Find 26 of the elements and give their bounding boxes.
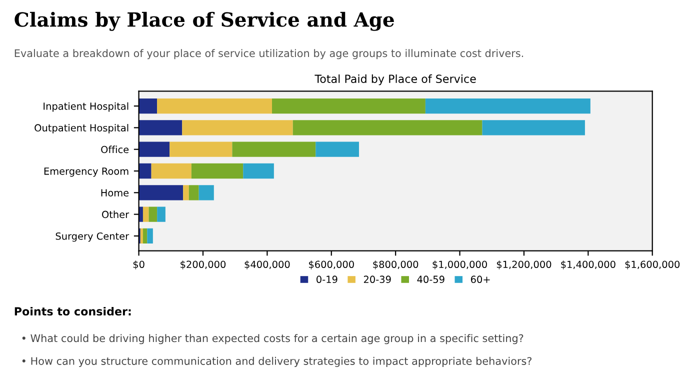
x-tick-label: $1,000,000 xyxy=(432,260,487,270)
y-tick-label: Inpatient Hospital xyxy=(44,102,128,112)
legend-label: 40-59 xyxy=(417,276,444,284)
legend-label: 0-19 xyxy=(316,276,338,284)
legend-label: 60+ xyxy=(470,276,490,284)
x-tick-label: $1,600,000 xyxy=(625,260,680,270)
x-tick-label: $200,000 xyxy=(180,260,226,270)
y-tick-label: Other xyxy=(102,210,130,218)
x-tick-label: $600,000 xyxy=(308,260,354,270)
x-tick-label: $0 xyxy=(133,260,144,270)
x-tick-label: $1,200,000 xyxy=(496,260,552,270)
x-tick-label: $400,000 xyxy=(244,260,290,270)
x-tick-label: $800,000 xyxy=(373,260,418,270)
x-tick-label: $1,400,000 xyxy=(561,260,616,270)
y-tick-label: Outpatient Hospital xyxy=(34,124,128,134)
text: Evaluate a breakdown of your place of service utilization by age groups to illuminate cost drivers. xyxy=(14,49,524,60)
legend-label: 20-39 xyxy=(364,276,391,284)
chart-title: Total Paid by Place of Service xyxy=(314,74,476,86)
text: • What could be driving higher than expected costs for a certain age group in a specific setting? xyxy=(22,334,524,344)
y-tick-label: Home xyxy=(101,189,129,196)
text: Claims by Place of Service and Age xyxy=(14,12,394,31)
text: Points to consider: xyxy=(14,306,131,316)
y-tick-label: Office xyxy=(101,146,129,154)
y-tick-label: Emergency Room xyxy=(44,168,128,177)
y-tick-label: Surgery Center xyxy=(56,232,130,242)
text: • How can you structure communication and delivery strategies to impact appropriate behaviors? xyxy=(22,356,532,367)
